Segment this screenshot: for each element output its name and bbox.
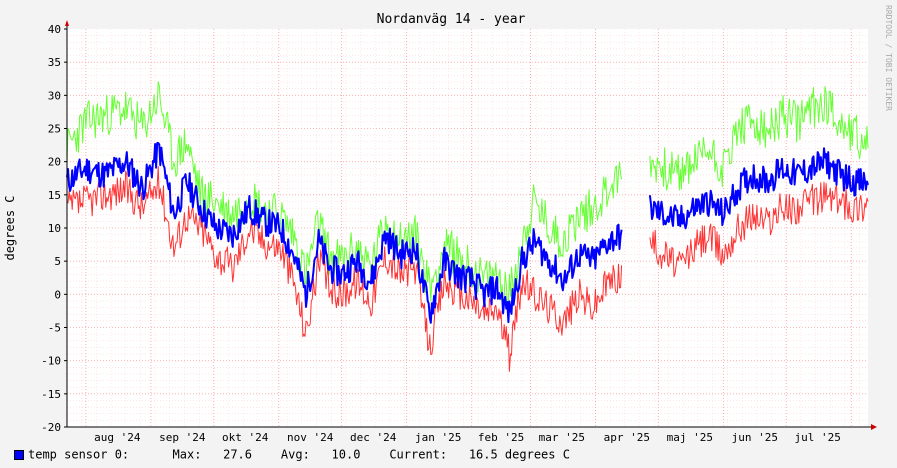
series-line-avg bbox=[66, 142, 869, 324]
x-tick-label: maj '25 bbox=[667, 431, 713, 444]
legend-avg-label: Avg: bbox=[280, 447, 310, 462]
y-tick-label: -5 bbox=[48, 322, 61, 335]
x-tick-label: nov '24 bbox=[287, 431, 334, 444]
rrdtool-watermark: RRDTOOL / TOBI OETIKER bbox=[884, 5, 893, 111]
series-line-max bbox=[66, 81, 869, 306]
legend-swatch bbox=[14, 449, 24, 460]
y-axis-arrow bbox=[65, 20, 69, 26]
y-tick-label: 10 bbox=[48, 222, 61, 235]
x-axis-arrow bbox=[871, 424, 877, 430]
y-tick-label: -15 bbox=[41, 388, 61, 401]
legend-max-value: 27.6 bbox=[223, 447, 253, 462]
x-tick-label: mar '25 bbox=[539, 431, 585, 444]
legend-current-value: 16.5 degrees C bbox=[468, 447, 570, 462]
y-tick-label: -10 bbox=[41, 355, 61, 368]
y-tick-labels: 40 35 30 25 20 15 10 5 0 -5 -10 -15 -20 bbox=[41, 23, 61, 434]
y-tick-label: 0 bbox=[54, 288, 61, 301]
x-tick-label: feb '25 bbox=[478, 431, 524, 444]
x-tick-labels: aug '24 sep '24 okt '24 nov '24 dec '24 jan '… bbox=[94, 431, 841, 444]
series-lines bbox=[66, 81, 869, 372]
x-tick-label: jan '25 bbox=[415, 431, 461, 444]
legend-max-label: Max: bbox=[172, 447, 202, 462]
y-tick-label: 35 bbox=[48, 56, 61, 69]
plot-area bbox=[67, 29, 868, 427]
y-tick-label: 15 bbox=[48, 189, 61, 202]
x-tick-label: apr '25 bbox=[604, 431, 650, 444]
x-tick-label: sep '24 bbox=[159, 431, 206, 444]
chart-title: Nordanväg 14 - year bbox=[377, 12, 526, 27]
y-tick-label: 20 bbox=[48, 156, 61, 169]
y-tick-label: 5 bbox=[54, 255, 61, 268]
axes bbox=[64, 20, 877, 430]
legend-avg-value: 10.0 bbox=[331, 447, 361, 462]
x-tick-label: jun '25 bbox=[732, 431, 778, 444]
legend: temp sensor 0: Max: 27.6 Avg: 10.0 Curre… bbox=[14, 447, 570, 463]
y-tick-label: 30 bbox=[48, 89, 61, 102]
x-tick-label: aug '24 bbox=[94, 431, 141, 444]
y-tick-label: 40 bbox=[48, 23, 61, 36]
series-line-min bbox=[66, 166, 869, 372]
x-tick-label: okt '24 bbox=[222, 431, 269, 444]
x-tick-label: dec '24 bbox=[350, 431, 397, 444]
x-tick-label: jul '25 bbox=[794, 431, 840, 444]
y-tick-label: 25 bbox=[48, 123, 61, 136]
y-axis-label: degrees C bbox=[3, 195, 17, 260]
legend-series-label: temp sensor 0: bbox=[28, 447, 130, 462]
y-tick-label: -20 bbox=[41, 421, 61, 434]
legend-current-label: Current: bbox=[389, 447, 448, 462]
